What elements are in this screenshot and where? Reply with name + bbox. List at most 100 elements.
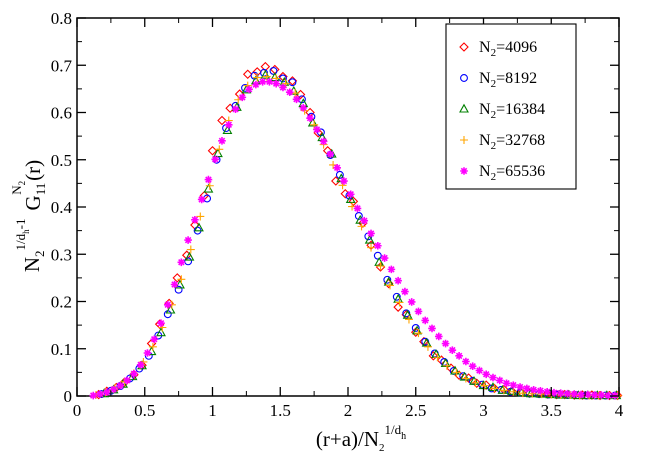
data-point — [203, 194, 212, 203]
data-point — [170, 280, 179, 289]
data-point — [136, 361, 145, 369]
data-point — [148, 342, 157, 351]
data-point — [269, 66, 278, 75]
data-point — [421, 316, 430, 325]
data-point — [407, 298, 416, 306]
data-point — [509, 387, 518, 396]
data-point — [367, 229, 375, 238]
data-point — [428, 351, 439, 361]
data-point — [143, 349, 152, 357]
legend-label: N2=8192 — [479, 70, 537, 90]
data-point — [174, 285, 183, 294]
data-point — [285, 88, 294, 96]
x-tick-label: 1 — [208, 401, 217, 420]
data-point — [442, 361, 451, 370]
data-point — [393, 302, 403, 312]
data-point — [475, 366, 484, 375]
data-point — [184, 257, 193, 266]
data-point — [394, 276, 402, 285]
x-tick-label: 1.5 — [270, 401, 291, 420]
data-point — [231, 105, 240, 113]
data-point — [468, 362, 477, 371]
legend-box — [445, 23, 577, 190]
data-point — [360, 216, 369, 225]
data-point — [577, 390, 585, 399]
legend-marker — [460, 136, 468, 144]
data-point — [570, 390, 579, 398]
x-tick-label: 0.5 — [134, 401, 155, 420]
data-point — [428, 324, 436, 333]
data-point — [245, 85, 253, 94]
data-point — [441, 339, 450, 348]
data-point — [402, 309, 411, 318]
data-point — [364, 234, 375, 244]
x-axis-title: (r+a)/N21/dh — [316, 422, 406, 454]
y-tick-label: 0.7 — [51, 56, 73, 75]
data-point — [401, 287, 409, 296]
data-point — [402, 309, 413, 319]
data-point — [299, 103, 308, 112]
data-point — [480, 381, 489, 390]
y-tick-label: 0.3 — [51, 245, 72, 264]
data-point — [333, 163, 341, 172]
data-point — [556, 389, 565, 397]
data-point — [109, 385, 118, 394]
data-point — [584, 390, 592, 399]
data-point — [165, 304, 176, 314]
data-point — [258, 77, 267, 86]
y-tick-label: 0.5 — [51, 151, 72, 170]
data-point — [279, 83, 287, 92]
data-point — [163, 310, 172, 319]
data-point — [205, 181, 214, 190]
data-point — [123, 376, 131, 385]
data-point — [404, 315, 413, 324]
data-point — [563, 389, 572, 398]
data-marks — [89, 61, 623, 401]
legend-marker — [460, 167, 468, 175]
x-tick-label: 3 — [479, 401, 488, 420]
data-point — [319, 137, 328, 146]
data-point — [509, 381, 518, 389]
data-point — [184, 251, 195, 261]
data-point — [156, 327, 166, 337]
legend-marker — [459, 103, 469, 113]
data-point — [207, 145, 218, 156]
legend-item: N2=65536 — [460, 163, 545, 183]
x-tick-label: 4 — [615, 401, 624, 420]
data-point — [260, 69, 271, 79]
data-point — [376, 262, 385, 271]
data-point — [292, 95, 301, 104]
data-point — [411, 324, 420, 332]
data-point — [392, 292, 401, 301]
data-point — [421, 337, 432, 347]
data-point — [335, 170, 344, 179]
data-point — [516, 383, 524, 391]
legend-label: N2=4096 — [479, 39, 537, 59]
data-point — [238, 93, 247, 102]
legend-item: N2=8192 — [460, 70, 537, 90]
x-tick-label: 2.5 — [405, 401, 426, 420]
y-tick-label: 0.2 — [51, 293, 72, 312]
data-point — [462, 357, 470, 366]
data-point — [346, 190, 355, 199]
data-point — [157, 319, 165, 328]
data-point — [471, 378, 480, 387]
legend-label: N2=16384 — [479, 101, 545, 121]
x-tick-label: 0 — [73, 401, 82, 420]
data-point — [218, 137, 226, 145]
data-point — [412, 325, 423, 335]
data-point — [489, 373, 497, 382]
data-point — [433, 353, 442, 362]
legend-label: N2=32768 — [479, 132, 545, 152]
data-point — [529, 386, 538, 394]
data-point — [272, 79, 280, 88]
x-tick-label: 2 — [344, 401, 353, 420]
data-point — [482, 370, 491, 379]
data-point — [523, 384, 531, 393]
data-point — [550, 388, 558, 397]
legend-item: N2=4096 — [459, 39, 537, 59]
data-point — [203, 183, 214, 193]
data-point — [265, 77, 274, 86]
y-tick-label: 0.8 — [51, 9, 72, 28]
